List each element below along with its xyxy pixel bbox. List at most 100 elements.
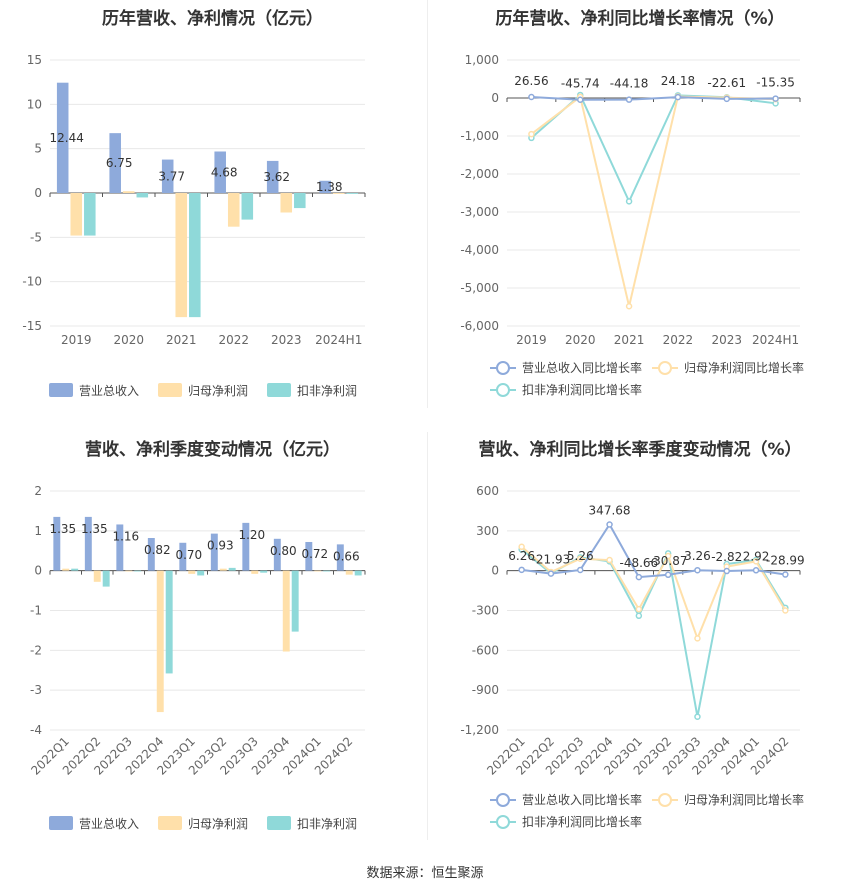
y-tick-label: -3,000 [460, 205, 499, 219]
y-tick-label: -1,200 [460, 723, 499, 737]
bar-revenue [147, 538, 155, 571]
y-tick-label: 1 [34, 524, 42, 538]
data-point [694, 566, 701, 574]
legend-swatch [158, 383, 182, 397]
legend-swatch [267, 816, 291, 830]
data-point [723, 567, 730, 575]
data-point [518, 543, 525, 551]
data-point [782, 607, 789, 614]
data-label: 0.80 [270, 544, 297, 558]
y-tick-label: 0 [34, 186, 42, 200]
bar-revenue [84, 516, 92, 571]
x-tick-label: 2021 [166, 333, 197, 347]
data-label: 4.68 [211, 165, 238, 179]
y-tick-label: -2,000 [460, 167, 499, 181]
data-label: 0.93 [207, 539, 234, 553]
legend-label: 归母净利润 [188, 384, 248, 398]
bar-revenue [56, 82, 69, 193]
legend-marker [658, 793, 672, 807]
legend-label: 归母净利润 [188, 817, 248, 831]
data-label: 1.38 [316, 180, 343, 194]
y-tick-label: 0 [491, 564, 499, 578]
data-label: 12.44 [50, 131, 84, 145]
y-tick-label: 600 [476, 484, 499, 498]
data-point [577, 566, 584, 574]
legend-marker [496, 361, 510, 375]
bar-deducted-profit [71, 568, 79, 571]
annual-revenue-profit-chart: 历年营收、净利情况（亿元） 15 10 5 0 -5 -10 -15 2019 2020 2021… [0, 0, 425, 410]
y-tick-label: -4 [30, 723, 42, 737]
bar-revenue [273, 538, 281, 571]
bar-net-profit [227, 193, 240, 227]
data-label: -45.74 [561, 77, 600, 91]
y-tick-label: 5 [34, 142, 42, 156]
y-tick-label: -5 [30, 230, 42, 244]
data-label: -30.87 [649, 554, 688, 568]
bar-net-profit [93, 570, 101, 582]
data-point [547, 570, 555, 577]
data-point [635, 605, 643, 613]
data-point [723, 95, 730, 103]
data-point [694, 635, 701, 642]
x-tick-label: 2024H1 [752, 333, 799, 347]
data-label: 1.20 [238, 528, 265, 542]
chart-title: 营收、净利季度变动情况（亿元） [85, 440, 340, 460]
data-point [606, 556, 613, 564]
data-label: -28.99 [766, 554, 805, 568]
bar-net-profit [188, 570, 196, 574]
data-label: 0.72 [301, 547, 328, 561]
y-tick-label: -2 [30, 643, 42, 657]
bar-net-profit [345, 570, 353, 575]
bar-revenue [53, 516, 61, 571]
data-point [635, 612, 643, 620]
bar-net-profit [70, 193, 83, 236]
data-label: 6.75 [106, 156, 133, 170]
bar-net-profit [280, 193, 293, 213]
chart-title: 历年营收、净利情况（亿元） [102, 9, 323, 29]
data-point [528, 93, 535, 101]
bar-net-profit [122, 191, 135, 193]
data-point [577, 96, 584, 103]
legend-swatch [158, 816, 182, 830]
chart-title: 历年营收、净利同比增长率情况（%） [495, 9, 785, 29]
bar-deducted-profit [136, 193, 149, 198]
data-point [694, 713, 701, 720]
bar-net-profit [62, 568, 70, 571]
legend-label: 扣非净利润同比增长率 [522, 382, 642, 397]
y-tick-label: -3 [30, 683, 42, 697]
data-label: 0.82 [144, 543, 171, 557]
panel-divider [427, 0, 428, 408]
data-label: 3.77 [158, 169, 185, 183]
data-label: 26.56 [514, 74, 548, 88]
bar-deducted-profit [189, 193, 201, 318]
y-tick-label: 15 [27, 53, 42, 67]
bar-deducted-profit [354, 570, 362, 576]
legend-label: 营业总收入同比增长率 [522, 360, 642, 375]
y-tick-label: 0 [34, 564, 42, 578]
bar-net-profit [314, 570, 322, 572]
data-point [664, 571, 672, 579]
data-label: -22.61 [707, 76, 746, 90]
data-label: 1.16 [112, 529, 139, 543]
data-label: -21.93 [532, 553, 571, 567]
data-point [528, 130, 535, 138]
y-tick-label: -5,000 [460, 281, 499, 295]
bar-deducted-profit [291, 570, 299, 632]
x-tick-label: 2023 [271, 333, 302, 347]
bar-deducted-profit [260, 570, 268, 573]
legend-label: 营业总收入 [79, 817, 139, 831]
y-tick-label: -1,000 [460, 129, 499, 143]
bar-net-profit [175, 193, 188, 318]
bar-net-profit [251, 570, 259, 574]
y-tick-label: -4,000 [460, 243, 499, 257]
y-tick-label: -300 [472, 604, 499, 618]
bar-net-profit [282, 570, 290, 652]
series-line-revenue [531, 95, 776, 101]
bar-deducted-profit [134, 570, 142, 572]
y-tick-label: -6,000 [460, 319, 499, 333]
bar-deducted-profit [294, 193, 306, 209]
bar-deducted-profit [102, 570, 110, 587]
data-label: 347.68 [589, 504, 631, 518]
legend-marker [496, 815, 510, 829]
bar-revenue [336, 544, 344, 571]
